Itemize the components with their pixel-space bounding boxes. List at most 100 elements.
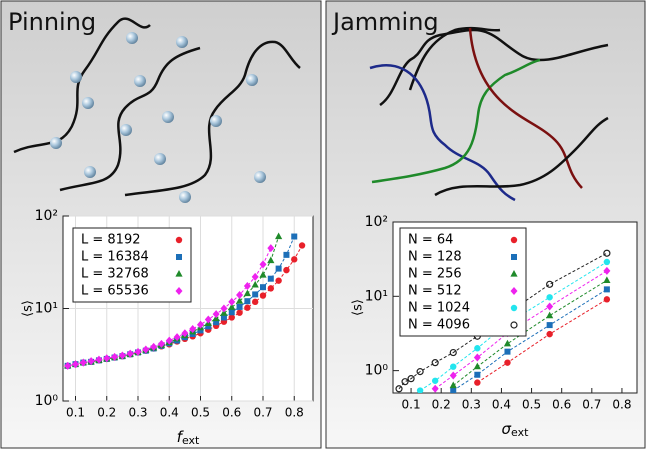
- point: [449, 371, 457, 380]
- point: [228, 314, 235, 321]
- point: [236, 303, 243, 310]
- legend-label: N = 64: [408, 233, 453, 248]
- point: [450, 387, 457, 393]
- x-tick-label: 0.4: [160, 406, 179, 420]
- point: [504, 359, 511, 366]
- point: [189, 325, 197, 334]
- x-tick-label: 0.7: [582, 398, 601, 412]
- point: [204, 315, 212, 324]
- legend-label: N = 1024: [408, 301, 470, 316]
- series-line: [477, 298, 608, 384]
- point: [267, 244, 275, 253]
- point: [236, 290, 244, 299]
- point: [220, 314, 227, 321]
- y-tick-label: 10⁰: [35, 393, 59, 409]
- legend-box: [72, 227, 192, 303]
- point: [150, 342, 158, 351]
- point: [244, 304, 251, 311]
- jamming-illustration: [369, 26, 609, 202]
- point: [431, 359, 439, 367]
- x-tick-label: 0.4: [492, 398, 511, 412]
- point: [546, 280, 554, 288]
- plot: [63, 232, 306, 371]
- point: [395, 385, 403, 393]
- point: [503, 339, 512, 347]
- x-tick-label: 0.6: [552, 398, 571, 412]
- point: [283, 251, 290, 258]
- point: [251, 280, 259, 288]
- point: [291, 256, 298, 263]
- point: [63, 369, 64, 371]
- legend-label: N = 512: [408, 284, 462, 299]
- point: [87, 357, 95, 366]
- point: [416, 387, 424, 393]
- x-tick-label: 0.5: [522, 398, 541, 412]
- legend-label: N = 4096: [408, 318, 470, 333]
- point: [603, 266, 611, 275]
- x-tick-label: 0.7: [253, 406, 272, 420]
- legend-label: L = 65536: [81, 284, 149, 299]
- point: [72, 360, 79, 369]
- point: [79, 358, 87, 367]
- point: [126, 349, 134, 358]
- charts: Pinning 0.1 0.2 0.3 0.4 0.5 0.6 0.7 0.8 10⁰ 10¹ 10²…: [8, 8, 638, 447]
- point: [291, 233, 298, 240]
- point: [546, 311, 554, 319]
- point: [173, 333, 181, 342]
- legend-label: N = 256: [408, 267, 462, 282]
- point: [228, 309, 235, 316]
- point: [228, 303, 236, 310]
- legend-label: L = 32768: [81, 267, 149, 282]
- point: [134, 347, 142, 356]
- legend-label: L = 16384: [81, 250, 149, 265]
- point: [473, 353, 481, 362]
- chart: Jamming 0.1 0.2 0.3 0.4 0.5 0.6 0.7 0.8 10⁰ 10¹ 10²…: [331, 8, 638, 440]
- panel-title: Jamming: [331, 8, 439, 36]
- legend-box: [399, 227, 527, 337]
- legend-marker: [175, 236, 183, 244]
- point: [197, 327, 204, 334]
- point: [259, 260, 267, 269]
- legend-marker: [510, 321, 518, 329]
- point: [251, 272, 259, 281]
- point: [407, 375, 415, 383]
- chart: Pinning 0.1 0.2 0.3 0.4 0.5 0.6 0.7 0.8 10⁰ 10¹ 10²…: [8, 8, 314, 447]
- point: [64, 361, 72, 370]
- series-line: [434, 270, 608, 390]
- point: [220, 304, 228, 313]
- legend-marker: [511, 254, 517, 260]
- point: [95, 355, 103, 364]
- point: [504, 348, 511, 355]
- point: [474, 371, 481, 378]
- legend-marker: [510, 287, 518, 295]
- series-line: [452, 279, 608, 386]
- point: [243, 289, 251, 297]
- x-tick-label: 0.2: [97, 406, 116, 420]
- legend-marker: [510, 304, 518, 312]
- series-line: [63, 247, 272, 368]
- point: [63, 367, 64, 368]
- legend-marker: [175, 287, 183, 295]
- point: [603, 296, 611, 303]
- y-tick-label: 10²: [365, 214, 388, 230]
- point: [431, 377, 439, 384]
- x-tick-label: 0.8: [612, 398, 631, 412]
- y-tick-label: 10²: [35, 208, 58, 224]
- y-axis-label: ⟨s⟩: [21, 300, 36, 317]
- point: [449, 348, 457, 357]
- pinning-spheres: [50, 32, 266, 203]
- point: [450, 363, 457, 370]
- point: [546, 330, 553, 338]
- point: [103, 354, 111, 363]
- x-axis-label: σext: [502, 420, 530, 440]
- x-tick-label: 0.5: [191, 406, 210, 420]
- point: [228, 297, 236, 306]
- x-tick-label: 0.1: [402, 398, 421, 412]
- y-tick-label: 10¹: [365, 288, 388, 304]
- x-axis-label-main: f: [177, 428, 185, 446]
- legend-label: L = 8192: [81, 233, 140, 248]
- point: [298, 242, 306, 249]
- panel-title: Pinning: [8, 8, 96, 36]
- point: [197, 320, 204, 329]
